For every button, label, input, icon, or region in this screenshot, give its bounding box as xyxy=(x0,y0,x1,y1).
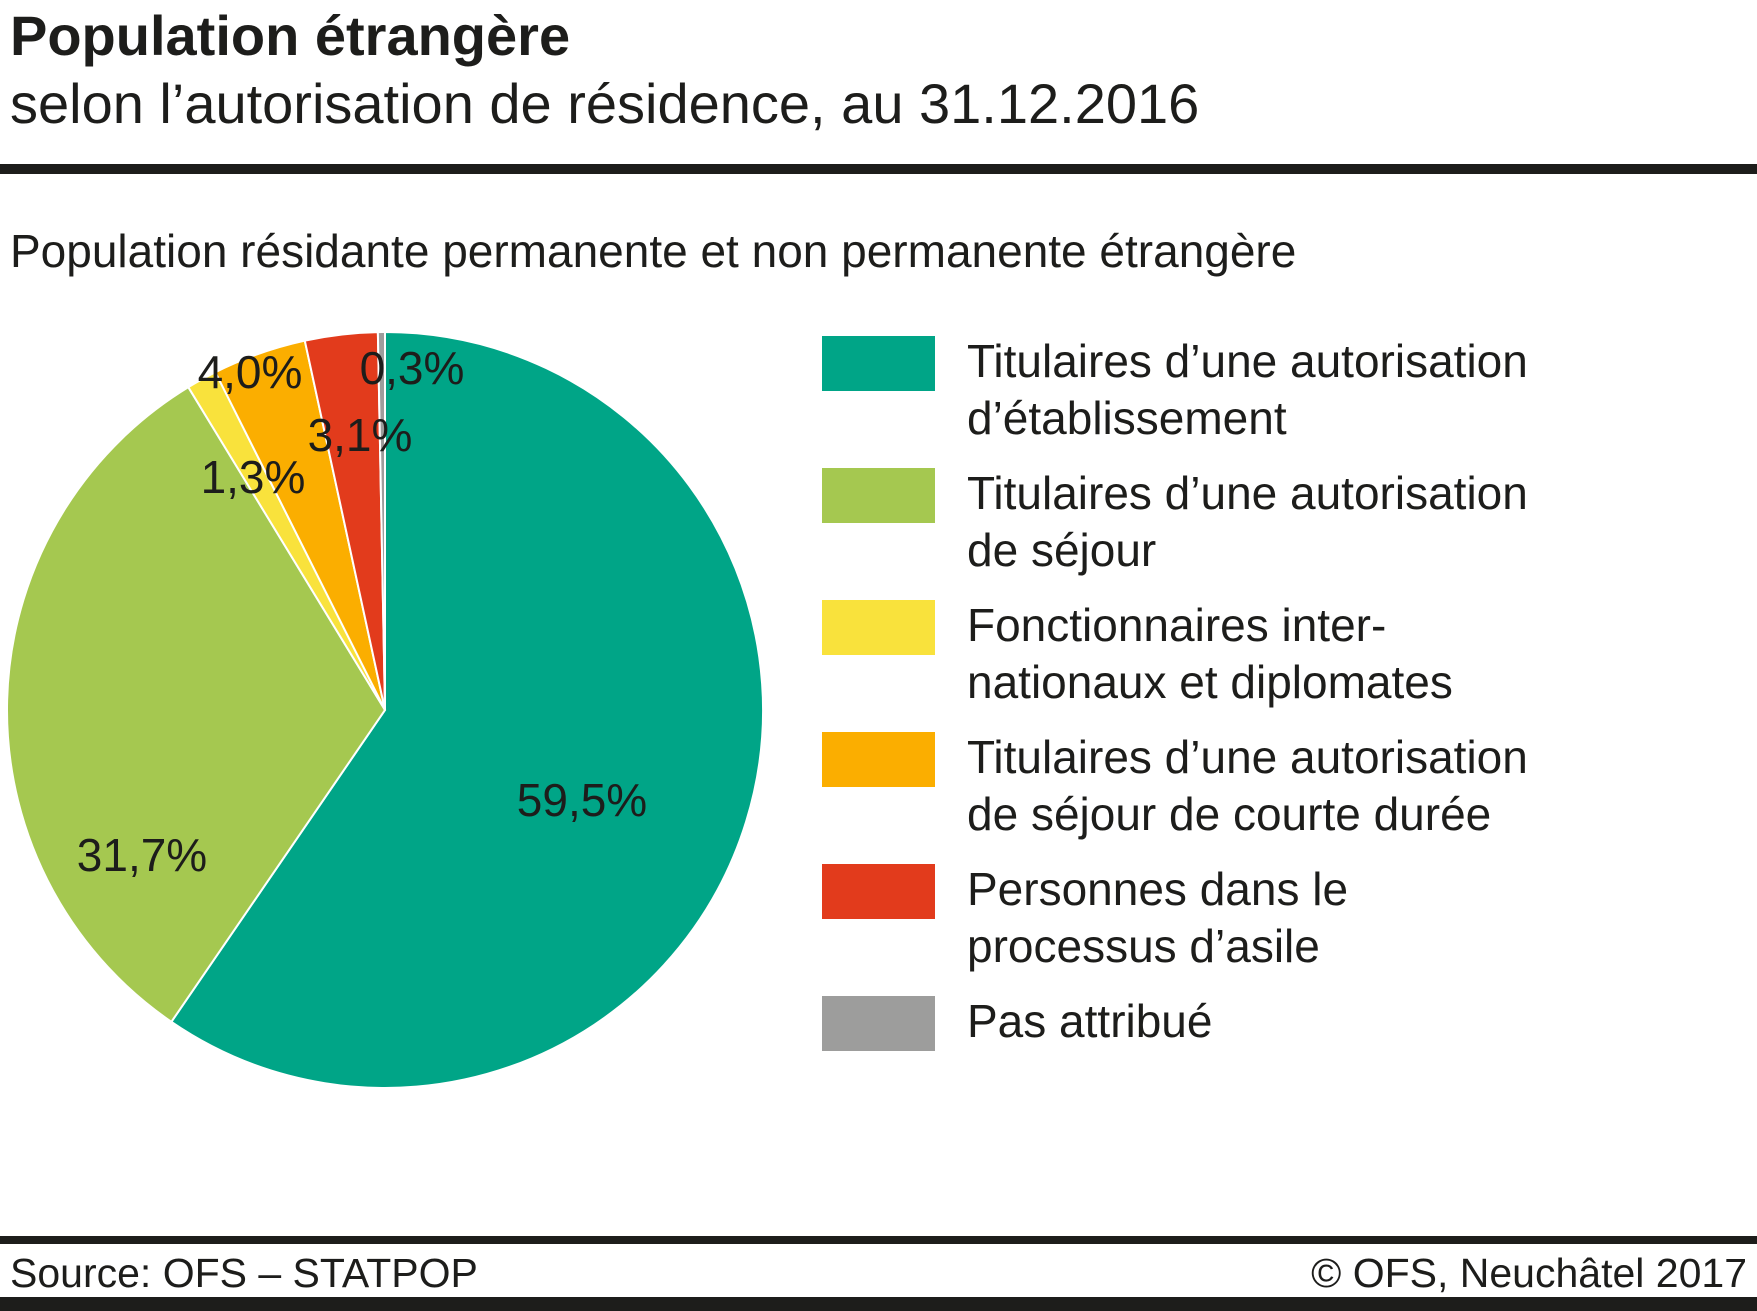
pie-value-label: 59,5% xyxy=(517,774,647,826)
pie-chart: 59,5% 31,7% 1,3% 4,0%3,1% 0,3% xyxy=(6,330,764,1089)
footer-source: Source: OFS – STATPOP xyxy=(10,1250,478,1296)
legend-item: Titulaires d’une autorisation d’établiss… xyxy=(822,333,1528,447)
bottom-bar xyxy=(0,1297,1757,1311)
legend-item: Titulaires d’une autorisation de séjour … xyxy=(822,729,1528,843)
title-divider xyxy=(0,164,1757,174)
legend-item: Pas attribué xyxy=(822,993,1528,1051)
legend-swatch xyxy=(822,600,935,655)
legend-label: Titulaires d’une autorisation de séjour … xyxy=(967,731,1528,840)
header: Population étrangère selon l’autorisatio… xyxy=(10,2,1199,139)
pie-slice xyxy=(169,330,764,1089)
legend-label: Pas attribué xyxy=(967,995,1213,1047)
legend-swatch xyxy=(822,732,935,787)
pie-slice xyxy=(376,330,386,711)
legend: Titulaires d’une autorisation d’établiss… xyxy=(822,333,1528,1051)
pie-slice xyxy=(6,385,387,1024)
legend-item: Fonctionnaires inter- nationaux et diplo… xyxy=(822,597,1528,711)
legend-label: Fonctionnaires inter- nationaux et diplo… xyxy=(967,599,1453,708)
legend-label: Personnes dans le processus d’asile xyxy=(967,863,1349,972)
footer-divider xyxy=(0,1236,1757,1244)
legend-swatch xyxy=(822,996,935,1051)
pie-value-label: 3,1% xyxy=(308,409,413,461)
footer: Source: OFS – STATPOP © OFS, Neuchâtel 2… xyxy=(0,1250,1757,1296)
legend-label: Titulaires d’une autorisation d’établiss… xyxy=(967,335,1528,444)
legend-swatch xyxy=(822,336,935,391)
page-subtitle: selon l’autorisation de résidence, au 31… xyxy=(10,72,1200,136)
pie-value-label: 4,0% xyxy=(198,346,303,398)
legend-item: Titulaires d’une autorisation de séjour xyxy=(822,465,1528,579)
pie-value-label: 0,3% xyxy=(360,342,465,394)
legend-swatch xyxy=(822,468,935,523)
legend-label: Titulaires d’une autorisation de séjour xyxy=(967,467,1528,576)
page-title: Population étrangère xyxy=(10,4,571,67)
chart-subtitle: Population résidante permanente et non p… xyxy=(10,225,1297,277)
pie-value-label: 1,3% xyxy=(201,451,306,503)
footer-copyright: © OFS, Neuchâtel 2017 xyxy=(1311,1250,1747,1296)
legend-swatch xyxy=(822,864,935,919)
pie-value-label: 31,7% xyxy=(77,829,207,881)
legend-item: Personnes dans le processus d’asile xyxy=(822,861,1528,975)
